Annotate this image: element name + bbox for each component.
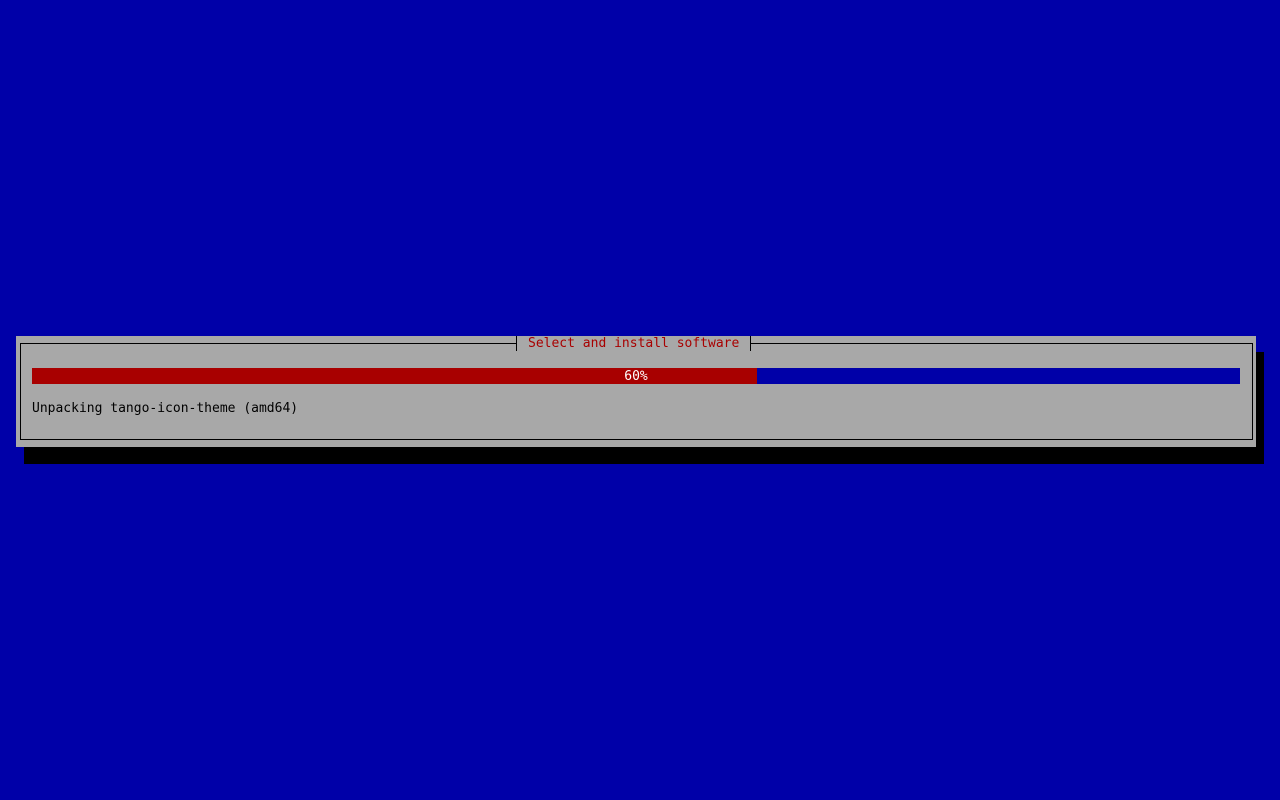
dialog-frame [20, 343, 1253, 440]
dialog-title: Select and install software [516, 336, 752, 351]
progress-bar: 60% [32, 368, 1240, 384]
status-text: Unpacking tango-icon-theme (amd64) [32, 401, 299, 416]
progress-fill [32, 368, 757, 384]
progress-percent: 60% [624, 369, 648, 384]
install-progress-dialog: Select and install software 60% Unpackin… [16, 336, 1256, 447]
